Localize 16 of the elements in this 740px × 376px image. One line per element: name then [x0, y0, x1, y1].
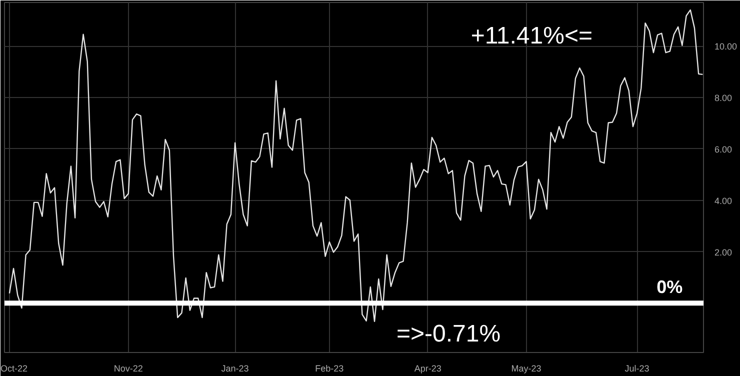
y-tick-label: 4.00 — [714, 196, 732, 206]
line-series — [8, 9, 704, 322]
x-tick-label: Oct-22 — [0, 364, 28, 374]
annotation: =>-0.71% — [396, 320, 501, 348]
y-tick-label: 6.00 — [714, 144, 732, 154]
x-tick-label: Feb-23 — [315, 364, 344, 374]
y-tick-label: 8.00 — [714, 93, 732, 104]
annotation: +11.41%<= — [470, 22, 593, 50]
x-tick-label: May-23 — [511, 364, 542, 374]
ref-line-label: 0% — [656, 277, 683, 298]
y-tick-label: 10.00 — [714, 42, 738, 52]
x-tick-label: Nov-22 — [114, 364, 143, 374]
y-tick-label: 2.00 — [714, 247, 732, 258]
x-tick-label: Apr-23 — [414, 364, 442, 374]
x-tick-label: Jul-23 — [624, 364, 650, 374]
x-tick-label: Jan-23 — [221, 364, 249, 374]
